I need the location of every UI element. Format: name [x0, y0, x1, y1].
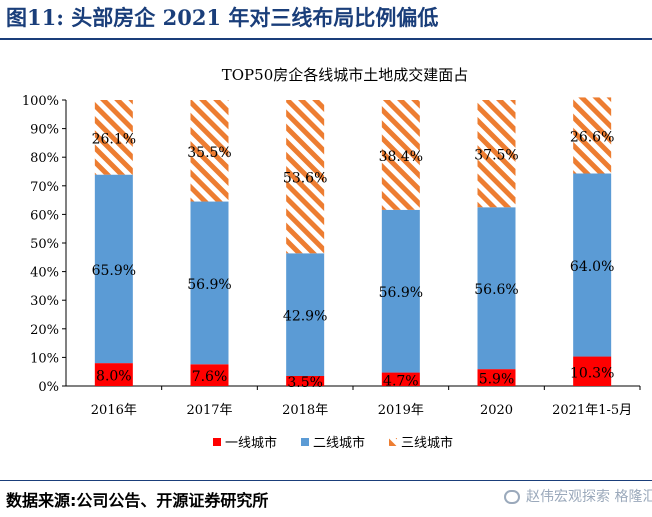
- x-tick-label: 2016年: [91, 403, 137, 418]
- bar-segment: [190, 364, 229, 386]
- data-label: 42.9%: [283, 309, 327, 325]
- y-tick-label: 60%: [30, 208, 59, 223]
- data-label: 56.6%: [474, 282, 518, 298]
- legend-swatch: [389, 438, 397, 446]
- y-tick-label: 0%: [38, 380, 59, 395]
- bar-segment: [286, 375, 325, 386]
- data-label: 26.6%: [570, 129, 614, 145]
- x-tick-label: 2020: [480, 403, 513, 418]
- bar-segment: [286, 253, 325, 376]
- data-label: 56.9%: [379, 285, 423, 301]
- legend-label: 二线城市: [313, 435, 365, 451]
- data-label: 8.0%: [96, 369, 132, 385]
- chart-title: TOP50房企各线城市土地成交建面占: [222, 66, 468, 84]
- wechat-icon: [504, 490, 520, 504]
- bar-segment: [573, 173, 612, 357]
- data-label: 35.5%: [187, 145, 231, 161]
- source-note: 数据来源:公司公告、开源证券研究所: [6, 491, 269, 510]
- data-label: 26.1%: [92, 131, 136, 147]
- data-label: 56.9%: [187, 277, 231, 293]
- y-tick-label: 90%: [30, 123, 59, 138]
- y-tick-label: 80%: [30, 151, 59, 166]
- top-rule: [0, 38, 652, 40]
- watermark: 赵伟宏观探索 格隆汇: [504, 486, 652, 506]
- figure-title: 图11: 头部房企 2021 年对三线布局比例偏低: [6, 5, 439, 30]
- data-label: 64.0%: [570, 259, 614, 275]
- data-label: 4.7%: [383, 373, 419, 389]
- bar-segment: [477, 100, 516, 208]
- legend-label: 一线城市: [225, 435, 277, 451]
- y-tick-label: 20%: [30, 323, 59, 338]
- bar-segment: [94, 363, 133, 386]
- legend-swatch: [301, 438, 309, 446]
- data-label: 37.5%: [474, 148, 518, 164]
- y-tick-label: 50%: [30, 237, 59, 252]
- data-label: 3.5%: [287, 375, 323, 391]
- y-tick-label: 100%: [22, 94, 59, 109]
- bar-segment: [190, 201, 229, 365]
- data-label: 38.4%: [379, 149, 423, 165]
- y-tick-label: 70%: [30, 180, 59, 195]
- x-tick-label: 2018年: [282, 403, 328, 418]
- x-tick-label: 2017年: [186, 403, 232, 418]
- bar-segment: [381, 372, 420, 386]
- bar-segment: [381, 209, 420, 373]
- data-label: 10.3%: [570, 365, 614, 381]
- watermark-text: 赵伟宏观探索 格隆汇: [526, 489, 652, 505]
- bar-segment: [573, 97, 612, 174]
- data-label: 65.9%: [92, 263, 136, 279]
- bottom-rule: [0, 480, 652, 481]
- bar-segment: [94, 174, 133, 364]
- bar-segment: [477, 207, 516, 370]
- y-tick-label: 40%: [30, 266, 59, 281]
- bar-segment: [381, 100, 420, 210]
- bar-segment: [573, 356, 612, 386]
- y-tick-label: 10%: [30, 351, 59, 366]
- data-label: 5.9%: [479, 372, 515, 388]
- bar-segment: [286, 100, 325, 254]
- bar-segment: [477, 369, 516, 386]
- x-tick-label: 2019年: [378, 403, 424, 418]
- legend-swatch: [213, 438, 221, 446]
- y-tick-label: 30%: [30, 294, 59, 309]
- data-label: 53.6%: [283, 171, 327, 187]
- bar-segment: [94, 100, 133, 175]
- data-label: 7.6%: [192, 369, 228, 385]
- bar-segment: [190, 100, 229, 202]
- legend-label: 三线城市: [401, 435, 453, 451]
- x-tick-label: 2021年1-5月: [552, 403, 632, 418]
